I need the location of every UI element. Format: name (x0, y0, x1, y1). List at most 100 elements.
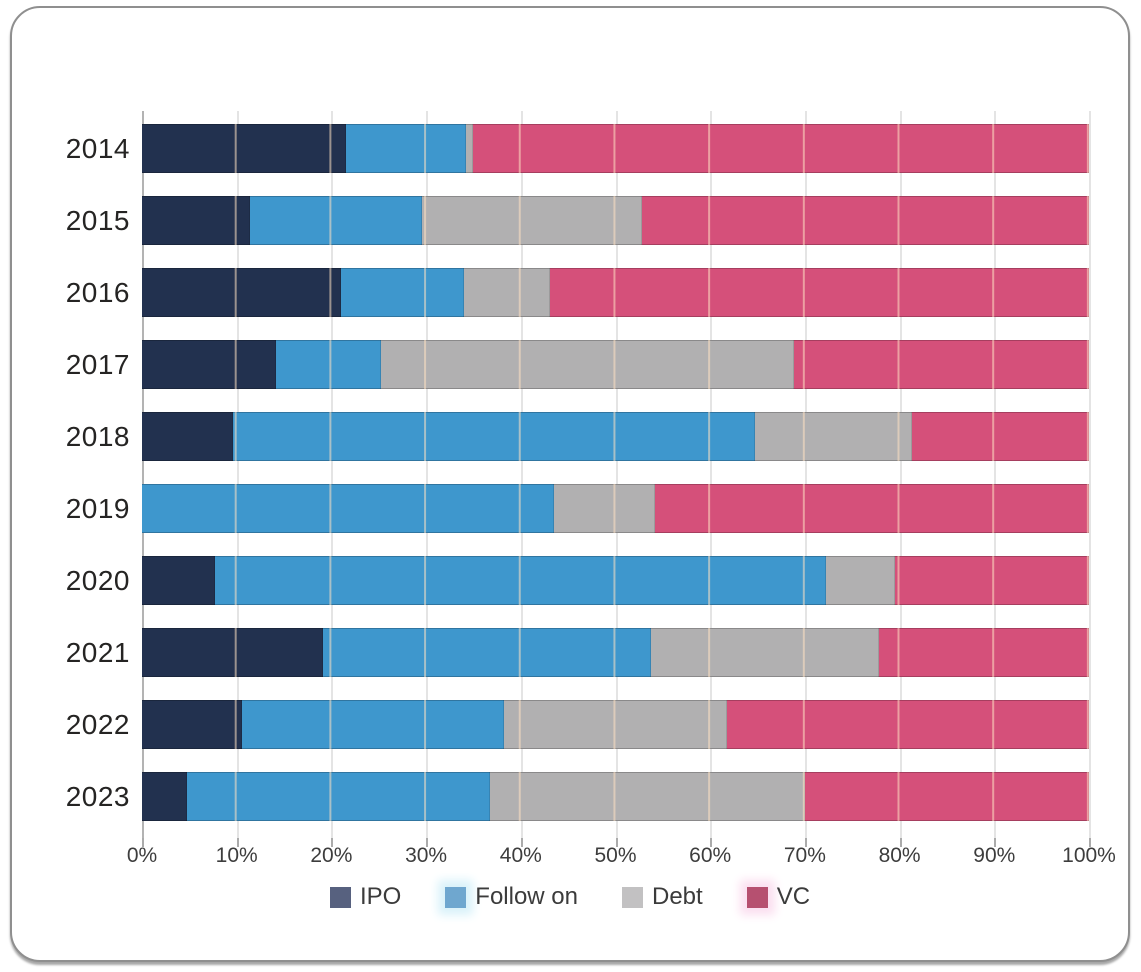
x-axis-tick (520, 838, 523, 847)
bar-segment-debt[interactable] (490, 772, 805, 821)
bar-segment-follow-on[interactable] (276, 340, 381, 389)
bar-row-2018 (142, 412, 1089, 461)
bar-segment-vc[interactable] (878, 628, 1089, 677)
bar-segment-vc[interactable] (794, 340, 1089, 389)
bar-segment-follow-on[interactable] (214, 556, 826, 605)
x-axis-tick (710, 838, 713, 847)
x-axis-tick-label: 20% (310, 844, 353, 867)
bar-segment-debt[interactable] (463, 268, 551, 317)
x-axis-tick (804, 838, 807, 847)
gridline (236, 111, 239, 838)
x-axis-tick (142, 838, 144, 847)
x-axis-tick (331, 838, 334, 847)
y-axis-label: 2019 (65, 492, 130, 524)
gridline (331, 111, 334, 838)
chart-card: 2014 2015 2016 2017 2018 2019 2020 2021 2022 2023… (10, 6, 1130, 962)
gridline (1089, 111, 1091, 838)
bar-row-2016 (142, 268, 1089, 317)
bar-segment-follow-on[interactable] (242, 700, 504, 749)
y-axis-label: 2017 (65, 348, 130, 380)
bar-segment-debt[interactable] (754, 412, 912, 461)
bar-segment-debt[interactable] (651, 628, 879, 677)
x-axis-tick-label: 50% (594, 844, 637, 867)
bar-segment-debt[interactable] (380, 340, 795, 389)
bar-segment-ipo[interactable] (142, 700, 243, 749)
y-axis-label: 2018 (65, 420, 130, 452)
legend-label: Debt (652, 883, 703, 910)
bar-row-2021 (142, 628, 1089, 677)
x-axis-tick-label: 100% (1062, 844, 1116, 867)
x-axis-tick-label: 90% (973, 844, 1016, 867)
legend: IPO Follow on Debt VC (12, 880, 1128, 914)
gridline (426, 111, 429, 838)
bar-segment-follow-on[interactable] (232, 412, 755, 461)
bar-row-2017 (142, 340, 1089, 389)
legend-label: IPO (359, 883, 402, 910)
bar-segment-vc[interactable] (727, 700, 1089, 749)
x-axis-tick-label: 0% (126, 844, 158, 867)
bar-segment-debt[interactable] (465, 124, 474, 173)
bar-segment-vc[interactable] (894, 556, 1089, 605)
bar-segment-vc[interactable] (911, 412, 1089, 461)
bar-row-2014 (142, 124, 1089, 173)
legend-swatch-vc (746, 886, 768, 908)
legend-item-ipo[interactable]: IPO (329, 883, 402, 911)
bar-segment-vc[interactable] (473, 124, 1089, 173)
bar-segment-debt[interactable] (553, 484, 656, 533)
bar-segment-vc[interactable] (655, 484, 1089, 533)
legend-swatch-ipo (329, 886, 351, 908)
gridline (520, 111, 523, 838)
y-axis-label: 2016 (65, 276, 130, 308)
x-axis-tick-label: 30% (405, 844, 448, 867)
bar-segment-vc[interactable] (804, 772, 1089, 821)
bar-segment-ipo[interactable] (142, 628, 323, 677)
bar-segment-follow-on[interactable] (322, 628, 652, 677)
bar-segment-follow-on[interactable] (186, 772, 491, 821)
y-axis-label: 2015 (65, 204, 130, 236)
y-axis-line (142, 111, 144, 847)
bar-segment-follow-on[interactable] (345, 124, 466, 173)
legend-swatch-follow-on (445, 886, 467, 908)
bar-segment-follow-on[interactable] (142, 484, 554, 533)
bar-segment-ipo[interactable] (142, 772, 187, 821)
bar-segment-ipo[interactable] (142, 124, 346, 173)
x-axis-tick (899, 838, 902, 847)
bar-row-2015 (142, 196, 1089, 245)
legend-item-debt[interactable]: Debt (622, 883, 703, 911)
x-axis-tick (236, 838, 239, 847)
x-axis-tick-label: 80% (878, 844, 921, 867)
gridline (804, 111, 807, 838)
bar-row-2020 (142, 556, 1089, 605)
legend-swatch-debt (622, 886, 643, 908)
bar-row-2023 (142, 772, 1089, 821)
bar-row-2019 (142, 484, 1089, 533)
bar-segment-ipo[interactable] (142, 196, 250, 245)
y-axis-label: 2020 (65, 564, 130, 596)
bar-segment-follow-on[interactable] (340, 268, 464, 317)
bar-segment-follow-on[interactable] (249, 196, 423, 245)
bar-segment-debt[interactable] (503, 700, 728, 749)
x-axis-tick (615, 838, 618, 847)
bar-segment-debt[interactable] (422, 196, 642, 245)
x-axis-tick-label: 40% (499, 844, 542, 867)
y-axis-label: 2023 (65, 780, 130, 812)
legend-item-vc[interactable]: VC (746, 883, 810, 911)
x-axis-tick (994, 838, 997, 847)
bar-segment-debt[interactable] (825, 556, 895, 605)
x-axis-tick (1089, 838, 1091, 847)
gridline (994, 111, 997, 838)
bar-segment-ipo[interactable] (142, 268, 341, 317)
y-axis-label: 2021 (65, 636, 130, 668)
legend-item-follow-on[interactable]: Follow on (445, 883, 578, 911)
y-axis-label: 2014 (65, 132, 130, 164)
bar-row-2022 (142, 700, 1089, 749)
x-axis-tick-label: 10% (215, 844, 258, 867)
x-axis-tick-label: 60% (689, 844, 732, 867)
bar-segment-ipo[interactable] (142, 556, 215, 605)
y-axis-label: 2022 (65, 708, 130, 740)
bar-segment-ipo[interactable] (142, 340, 277, 389)
bar-segment-ipo[interactable] (142, 412, 233, 461)
bar-segment-vc[interactable] (550, 268, 1089, 317)
bar-segment-vc[interactable] (642, 196, 1089, 245)
